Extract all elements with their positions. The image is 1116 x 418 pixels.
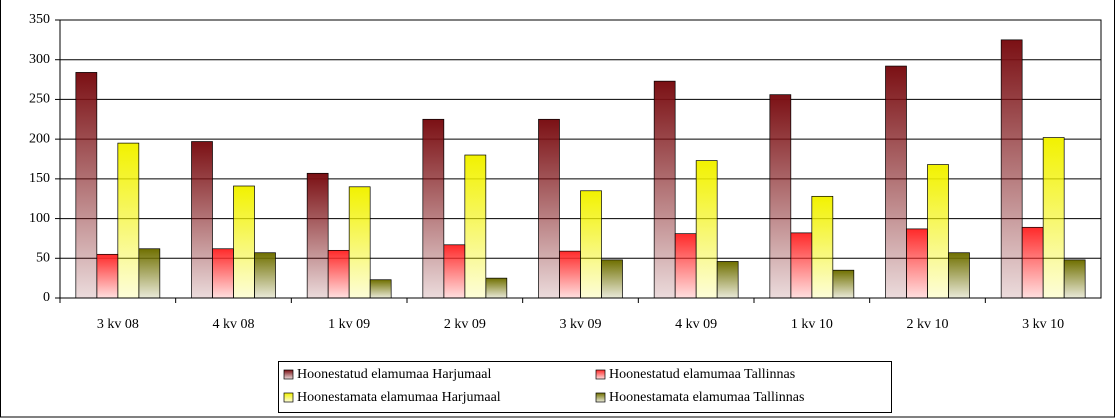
legend-swatch (283, 369, 294, 380)
legend-swatch (595, 392, 606, 403)
bar (464, 154, 487, 299)
bar (948, 252, 970, 299)
bar (327, 249, 350, 299)
legend-label: Hoonestatud elamumaa Tallinnas (609, 367, 795, 382)
y-tick-label: 50 (36, 251, 50, 266)
bar (348, 186, 371, 299)
bar (653, 80, 676, 299)
y-tick-label: 350 (29, 12, 50, 27)
x-tick-label: 1 kv 09 (328, 317, 370, 332)
bar (138, 248, 161, 299)
y-tick-label: 300 (29, 52, 50, 67)
legend-label: Hoonestamata elamumaa Tallinnas (609, 390, 804, 405)
legend-swatch (595, 369, 606, 380)
x-tick-label: 2 kv 10 (907, 317, 949, 332)
y-tick-label: 100 (29, 211, 50, 226)
y-tick-label: 250 (29, 92, 50, 107)
legend-swatch (283, 392, 294, 403)
x-tick-label: 1 kv 10 (791, 317, 833, 332)
legend-box (278, 361, 892, 413)
bar (233, 185, 255, 299)
y-tick-label: 0 (43, 290, 50, 305)
x-tick-label: 3 kv 10 (1022, 317, 1064, 332)
x-tick-label: 4 kv 09 (675, 317, 717, 332)
bar (674, 233, 697, 299)
bar (422, 118, 445, 299)
bar (1042, 137, 1065, 299)
bar (716, 261, 739, 299)
x-tick-label: 3 kv 09 (560, 317, 602, 332)
bar (1021, 226, 1044, 299)
x-tick-label: 2 kv 09 (444, 317, 486, 332)
bar (811, 195, 834, 299)
bar (306, 172, 329, 299)
x-tick-label: 3 kv 08 (97, 317, 139, 332)
bar (580, 190, 602, 299)
bar (96, 253, 119, 299)
bar (212, 248, 234, 299)
legend-label: Hoonestatud elamumaa Harjumaal (297, 367, 491, 382)
bar (1063, 259, 1086, 299)
bar (906, 228, 928, 299)
bar (790, 232, 813, 299)
bar (927, 164, 949, 299)
bar (443, 244, 466, 299)
bar (485, 277, 508, 299)
bar (191, 141, 213, 299)
bar (117, 142, 140, 299)
bar (695, 160, 718, 299)
bar (538, 118, 560, 299)
legend-label: Hoonestamata elamumaa Harjumaal (297, 390, 501, 405)
bar (369, 279, 392, 299)
bar (254, 252, 276, 299)
y-tick-label: 150 (29, 171, 50, 186)
bar (832, 269, 855, 299)
y-tick-label: 200 (29, 131, 50, 146)
bar (885, 65, 907, 299)
bar (75, 72, 98, 299)
bar (1000, 39, 1023, 299)
bar (601, 259, 623, 299)
x-tick-label: 4 kv 08 (213, 317, 255, 332)
bar (559, 250, 581, 299)
bar (769, 94, 792, 299)
